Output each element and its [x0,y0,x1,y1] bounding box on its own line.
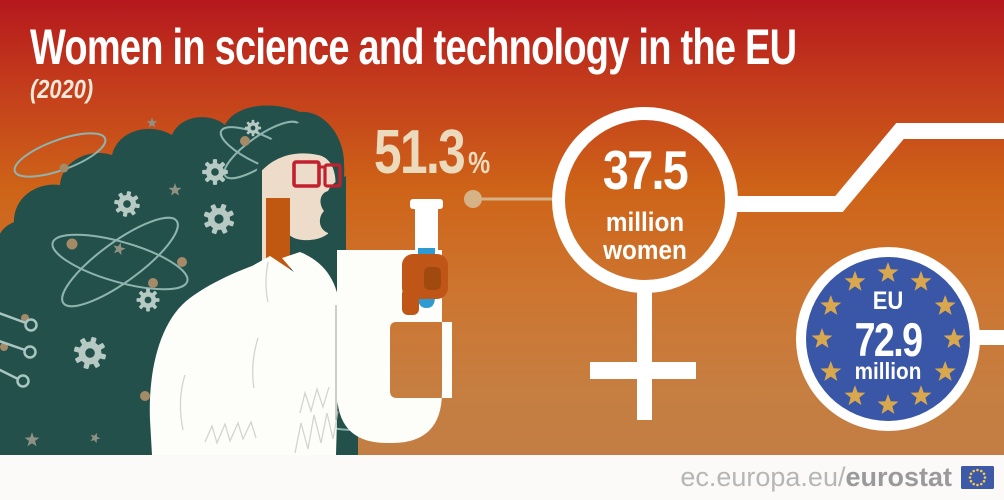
subtitle-year: (2020) [30,74,94,104]
eu-flag-icon [961,466,994,489]
connector-line [730,123,1004,212]
stat-women-unit2: women [603,235,687,265]
stat-eu-value: 72.9 [854,313,923,366]
glasses-icon [292,160,342,188]
hair-lock [319,176,346,249]
stat-women-value: 37.5 [602,139,689,201]
coat-texture [179,261,339,454]
lab-coat [149,252,340,455]
footer-url-eurostat[interactable]: eurostat [845,462,952,492]
woman-figure [149,122,452,455]
footer-url[interactable]: ec.europa.eu/ [680,462,846,492]
footer: ec.europa.eu/eurostat [0,455,1004,500]
circuit-icon [0,312,38,388]
eu-connector [972,330,1004,345]
stat-share: 51.3 % [374,122,490,184]
stat-share-unit: % [468,145,491,180]
eu-badge [796,247,1004,431]
stat-eu-label: EU [872,287,904,315]
stat-share-value: 51.3 [374,118,466,187]
stat-women-unit1: million [605,207,685,237]
hair-fringe [256,122,345,194]
page-title: Women in science and technology in the E… [30,19,797,75]
share-connector [464,190,557,208]
stat-eu-unit: million [854,358,922,384]
hand [402,254,448,315]
